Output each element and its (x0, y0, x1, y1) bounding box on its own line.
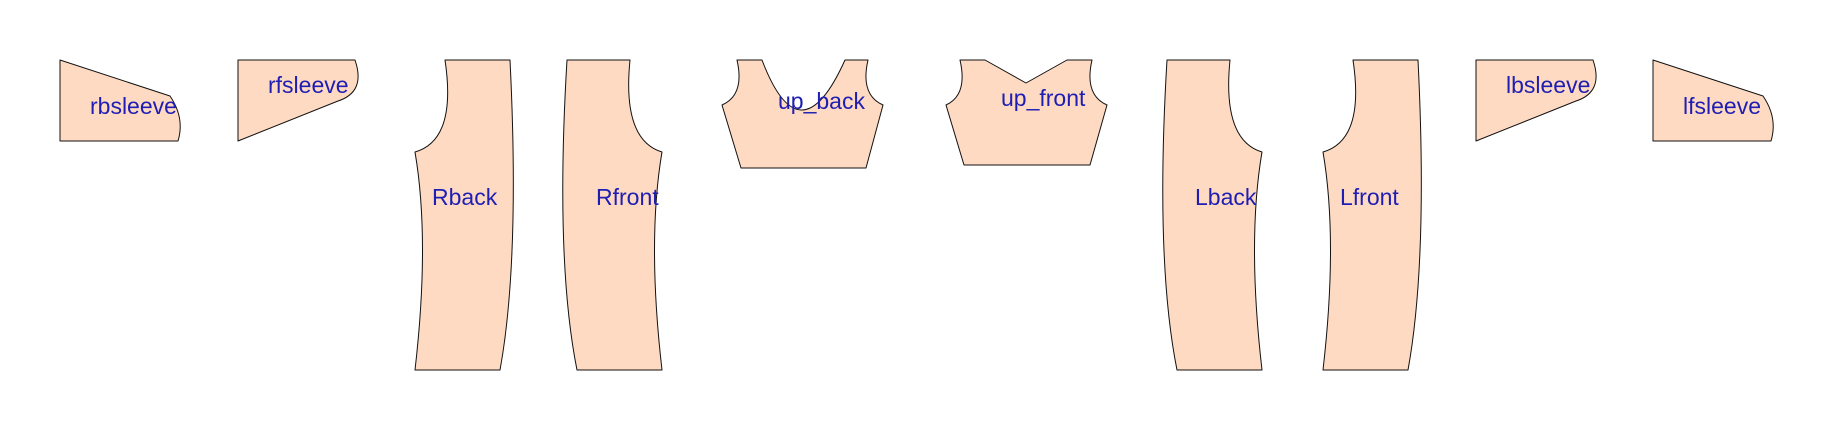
piece-up-back-outline (721, 59, 884, 169)
piece-lfsleeve: lfsleeve (1652, 59, 1774, 142)
piece-up-front-label: up_front (1001, 85, 1086, 111)
piece-rback-label: Rback (432, 184, 498, 210)
piece-rfront-label: Rfront (596, 184, 659, 210)
piece-rback-outline (414, 59, 514, 371)
piece-lfront: Lfront (1322, 59, 1422, 371)
piece-rfront: Rfront (562, 59, 663, 371)
piece-lfront-outline (1322, 59, 1422, 371)
piece-lfsleeve-label: lfsleeve (1683, 93, 1761, 119)
piece-up-front-outline (945, 59, 1108, 166)
piece-lback-outline (1162, 59, 1263, 371)
piece-lfront-label: Lfront (1340, 184, 1399, 210)
piece-up-front: up_front (945, 59, 1108, 166)
piece-rfsleeve-outline (237, 59, 359, 142)
piece-rback: Rback (414, 59, 514, 371)
piece-rbsleeve: rbsleeve (59, 59, 181, 142)
piece-rbsleeve-outline (59, 59, 181, 142)
piece-up-back: up_back (721, 59, 884, 169)
piece-rbsleeve-label: rbsleeve (90, 93, 177, 119)
piece-lbsleeve: lbsleeve (1475, 59, 1597, 142)
piece-rfsleeve: rfsleeve (237, 59, 359, 142)
piece-rfsleeve-label: rfsleeve (268, 72, 349, 98)
piece-lback-label: Lback (1195, 184, 1257, 210)
piece-rfront-outline (562, 59, 663, 371)
piece-lbsleeve-outline (1475, 59, 1597, 142)
piece-lback: Lback (1162, 59, 1263, 371)
piece-lbsleeve-label: lbsleeve (1506, 72, 1590, 98)
piece-up-back-label: up_back (778, 88, 865, 114)
piece-lfsleeve-outline (1652, 59, 1774, 142)
